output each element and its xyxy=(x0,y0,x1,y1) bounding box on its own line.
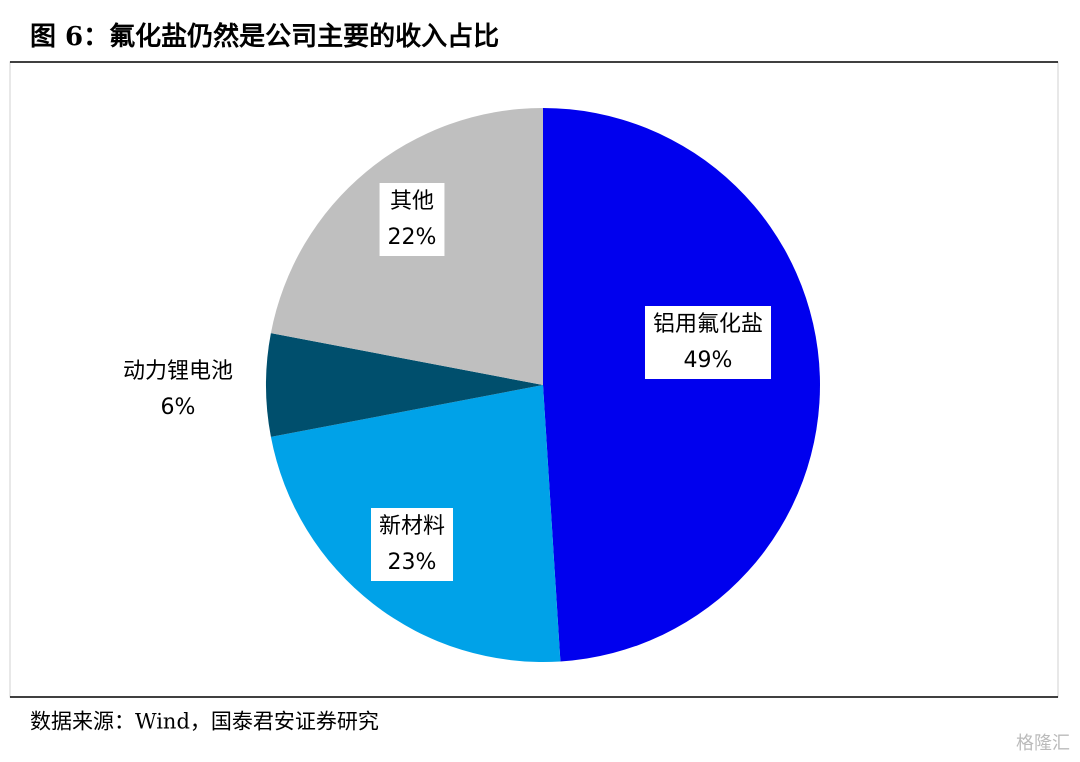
value-label: 6% xyxy=(161,395,196,420)
slice-label: 铝用氟化盐 xyxy=(653,312,763,337)
pie xyxy=(265,107,821,662)
label-box xyxy=(370,508,454,581)
value-label: 49% xyxy=(684,348,733,373)
source: 数据来源：Wind，国泰君安证券研究 xyxy=(30,710,379,734)
watermark: 格隆汇 xyxy=(1016,733,1070,754)
pie-slice xyxy=(265,333,543,437)
value-label: 22% xyxy=(388,225,437,250)
value-label: 23% xyxy=(388,550,437,575)
slice-label: 其他 xyxy=(390,189,434,214)
label-box xyxy=(644,306,772,379)
slice-label: 新材料 xyxy=(379,514,445,539)
slice-label: 动力锂电池 xyxy=(123,359,233,384)
chart-title: 图 6：氟化盐仍然是公司主要的收入占比 xyxy=(30,21,499,52)
pie-slice xyxy=(543,108,821,662)
label-box xyxy=(379,183,445,256)
